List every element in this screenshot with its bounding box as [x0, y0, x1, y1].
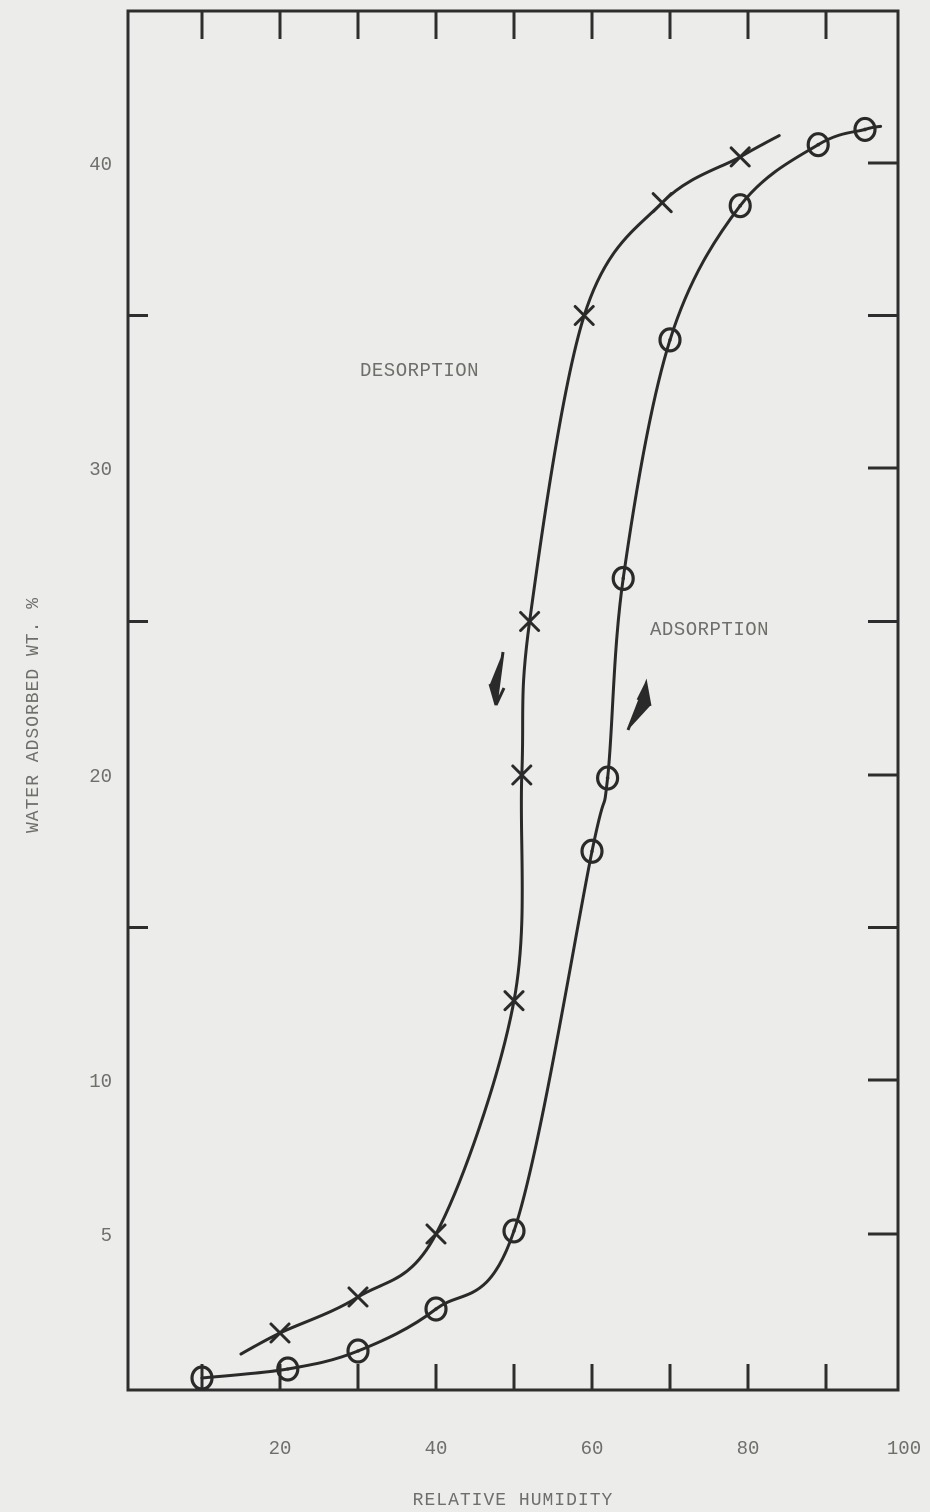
x-tick-label: 20: [269, 1438, 292, 1460]
adsorption-marker: [611, 565, 635, 592]
desorption-marker: [729, 146, 751, 168]
adsorption-marker: [595, 765, 620, 791]
plot-frame: [126, 9, 900, 1392]
x-tick-label: 80: [737, 1438, 760, 1460]
adsorption-marker: [806, 132, 830, 158]
adsorption-marker: [502, 1218, 526, 1244]
desorption-marker: [651, 192, 673, 214]
adsorption-marker: [658, 327, 682, 353]
x-axis-title: RELATIVE HUMIDITY: [413, 1491, 614, 1511]
adsorption-arrow: [626, 678, 652, 731]
y-axis-title: WATER ADSORBED WT. %: [24, 597, 44, 833]
axis-tick-labels: 20 40 60 80 100 5 10 20 30 40: [89, 154, 921, 1460]
y-tick-label: 5: [101, 1225, 112, 1247]
desorption-marker: [511, 764, 533, 786]
adsorption-curve: [200, 124, 883, 1380]
adsorption-marker: [424, 1296, 448, 1322]
x-tick-label: 40: [425, 1438, 448, 1460]
desorption-curve: [239, 134, 781, 1356]
direction-arrows: [488, 651, 652, 731]
desorption-marker: [519, 611, 541, 632]
y-tick-label: 20: [89, 766, 112, 788]
adsorption-marker: [853, 116, 877, 143]
adsorption-marker: [728, 193, 752, 219]
desorption-label: DESORPTION: [360, 360, 479, 382]
desorption-marker: [503, 990, 525, 1012]
desorption-marker: [347, 1286, 369, 1308]
series-markers: [190, 116, 877, 1391]
adsorption-marker: [580, 838, 604, 864]
adsorption-marker: [276, 1356, 300, 1382]
series-curves: [200, 124, 883, 1380]
adsorption-marker: [190, 1365, 214, 1391]
adsorption-marker: [346, 1338, 370, 1364]
desorption-marker: [425, 1223, 447, 1245]
x-tick-label: 60: [581, 1438, 604, 1460]
desorption-arrow: [488, 651, 506, 706]
desorption-marker: [269, 1322, 291, 1344]
axis-ticks: [128, 11, 898, 1390]
y-tick-label: 40: [89, 154, 112, 176]
x-tick-label: 100: [887, 1438, 921, 1460]
adsorption-label: ADSORPTION: [650, 619, 769, 641]
y-tick-label: 30: [89, 459, 112, 481]
desorption-marker: [573, 305, 595, 326]
y-tick-label: 10: [89, 1071, 112, 1093]
series-labels: DESORPTION ADSORPTION: [360, 360, 769, 641]
